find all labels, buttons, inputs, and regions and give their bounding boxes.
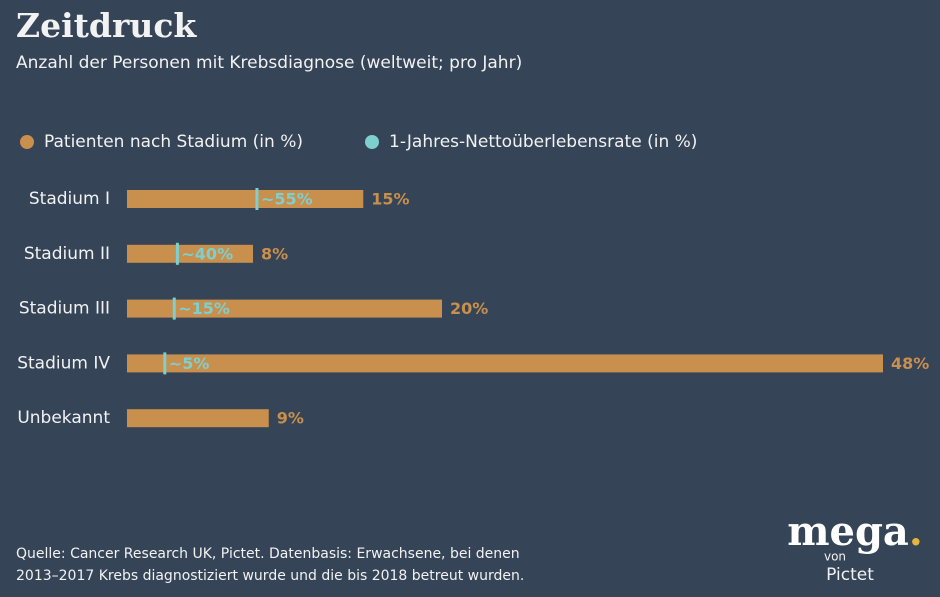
logo-dot: . xyxy=(909,508,923,555)
category-label: Stadium IV xyxy=(17,353,110,373)
bar xyxy=(127,299,442,318)
logo: mega. xyxy=(787,508,923,555)
logo-brand: Pictet xyxy=(826,565,874,585)
survival-label: ~55% xyxy=(261,190,313,209)
legend-label: Patienten nach Stadium (in %) xyxy=(44,132,303,152)
category-label: Stadium II xyxy=(24,244,110,264)
value-label: 15% xyxy=(371,190,409,209)
bar xyxy=(127,244,253,263)
category-label: Unbekannt xyxy=(17,408,110,428)
bar xyxy=(127,190,364,208)
source-note: Quelle: Cancer Research UK, Pictet. Date… xyxy=(16,546,520,562)
chart-title: Zeitdruck xyxy=(16,6,197,45)
logo-word: mega xyxy=(787,508,909,555)
survival-marker xyxy=(163,352,167,375)
legend-marker xyxy=(365,135,379,149)
value-label: 20% xyxy=(450,299,488,318)
logo-von: von xyxy=(824,550,846,564)
legend-label: 1-Jahres-Nettoüberlebensrate (in %) xyxy=(389,132,697,152)
value-label: 48% xyxy=(891,354,929,373)
category-label: Stadium I xyxy=(29,189,110,209)
value-label: 8% xyxy=(261,244,288,263)
source-note: 2013–2017 Krebs diagnostiziert wurde und… xyxy=(16,568,524,584)
survival-marker xyxy=(255,188,259,210)
survival-marker xyxy=(175,242,179,265)
survival-label: ~5% xyxy=(169,354,210,373)
bar xyxy=(127,409,269,428)
category-label: Stadium III xyxy=(19,299,110,319)
bar xyxy=(127,354,883,373)
survival-label: ~40% xyxy=(181,244,233,263)
survival-marker xyxy=(172,297,176,320)
value-label: 9% xyxy=(277,409,304,428)
survival-label: ~15% xyxy=(178,299,230,318)
legend-marker xyxy=(20,135,34,149)
chart-subtitle: Anzahl der Personen mit Krebsdiagnose (w… xyxy=(16,53,522,73)
